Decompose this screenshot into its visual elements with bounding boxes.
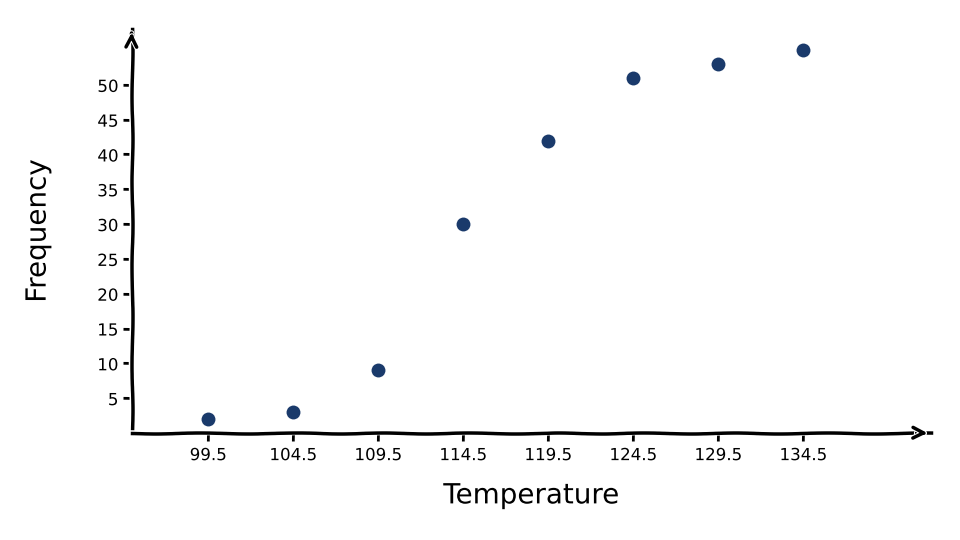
Point bbox=[455, 220, 470, 228]
X-axis label: Temperature: Temperature bbox=[444, 481, 619, 509]
Point bbox=[710, 59, 726, 68]
Point bbox=[285, 408, 300, 416]
Point bbox=[626, 73, 641, 82]
Y-axis label: Frequency: Frequency bbox=[24, 159, 52, 303]
Point bbox=[371, 366, 386, 375]
Point bbox=[201, 415, 216, 423]
Point bbox=[540, 136, 556, 145]
Point bbox=[796, 46, 811, 55]
